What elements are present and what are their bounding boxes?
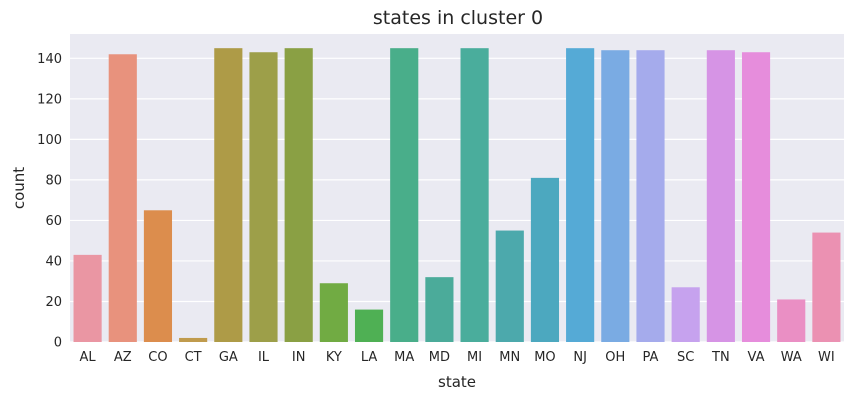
bar-ky [319, 283, 348, 342]
bar-ga [214, 48, 243, 343]
bar-in [284, 48, 313, 343]
x-tick-label-wi: WI [818, 350, 835, 365]
bar-nj [566, 48, 595, 343]
x-axis-ticks: AL AZ CO CT GA IL IN KY LA MA MD MI MN MO NJ OH PA SC TN VA… [80, 350, 835, 365]
x-tick-label-mo: MO [534, 350, 555, 365]
x-tick-label-va: VA [748, 350, 765, 365]
x-tick-label-mn: MN [499, 350, 520, 365]
chart-title: states in cluster 0 [373, 7, 543, 29]
bar-ma [390, 48, 419, 343]
bar-la [354, 309, 384, 342]
bar-md [425, 277, 454, 342]
y-tick-label: 0 [54, 336, 62, 351]
y-axis-ticks: 0 20 40 60 80 100 120 140 [37, 52, 62, 351]
x-tick-label-az: AZ [114, 350, 132, 365]
y-tick-label: 100 [37, 133, 62, 148]
y-tick-label: 120 [37, 92, 62, 107]
bar-mi [460, 48, 489, 343]
bar-co [143, 210, 173, 342]
bar-ct [179, 337, 208, 342]
x-tick-label-in: IN [292, 350, 306, 365]
x-tick-label-la: LA [361, 350, 378, 365]
y-axis-label: count [10, 167, 28, 209]
bar-pa [636, 50, 665, 343]
y-tick-label: 60 [45, 214, 62, 229]
y-tick-label: 140 [37, 52, 62, 67]
x-tick-label-tn: TN [711, 350, 730, 365]
bar-wa [777, 299, 806, 342]
x-tick-label-il: IL [258, 350, 270, 365]
y-tick-label: 80 [45, 173, 62, 188]
bar-il [249, 52, 278, 342]
x-tick-label-nj: NJ [573, 350, 587, 365]
x-tick-label-pa: PA [643, 350, 659, 365]
bar-wi [812, 232, 841, 342]
y-tick-label: 20 [45, 295, 62, 310]
x-tick-label-co: CO [148, 350, 167, 365]
bar-oh [601, 50, 630, 343]
bar-al [73, 254, 102, 342]
bar-sc [671, 287, 700, 342]
x-axis-label: state [438, 373, 476, 391]
x-tick-label-mi: MI [467, 350, 482, 365]
x-tick-label-al: AL [80, 350, 97, 365]
x-tick-label-wa: WA [781, 350, 802, 365]
x-tick-label-ky: KY [326, 350, 342, 365]
x-tick-label-md: MD [429, 350, 450, 365]
x-tick-label-sc: SC [677, 350, 694, 365]
x-tick-label-ga: GA [219, 350, 238, 365]
bar-mo [530, 177, 560, 342]
bar-tn [706, 50, 735, 343]
bar-mn [495, 230, 524, 342]
bar-az [108, 54, 137, 343]
bars [73, 48, 841, 343]
x-tick-label-ct: CT [185, 350, 202, 365]
x-tick-label-oh: OH [605, 350, 625, 365]
bar-va [741, 52, 771, 342]
y-tick-label: 40 [45, 254, 62, 269]
x-tick-label-ma: MA [394, 350, 414, 365]
